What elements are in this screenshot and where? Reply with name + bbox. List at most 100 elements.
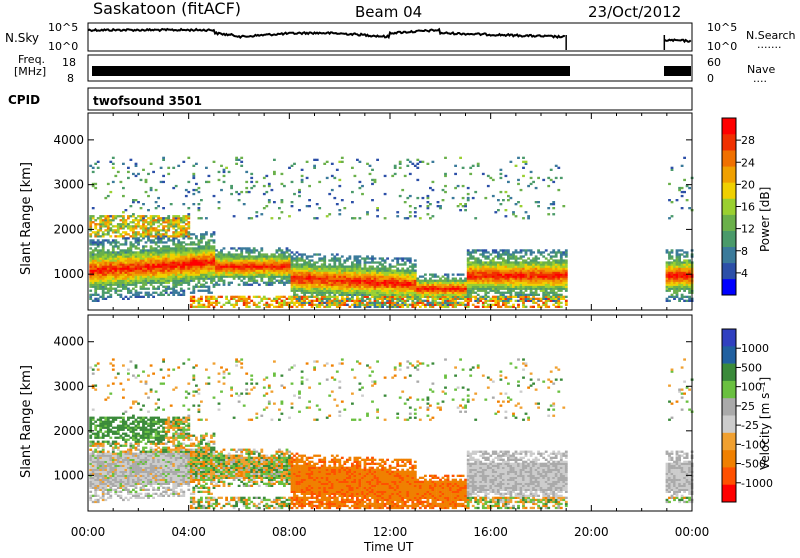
power-cell <box>200 217 203 219</box>
power-cell <box>356 288 359 290</box>
power-cell <box>469 298 472 300</box>
power-cell <box>487 288 490 290</box>
power-cell <box>406 290 409 292</box>
power-cell <box>150 215 153 217</box>
power-cell <box>396 257 399 259</box>
power-cell <box>336 300 339 302</box>
power-cell <box>414 284 417 286</box>
power-cell <box>238 261 241 263</box>
power-cell <box>422 304 425 306</box>
power-cell <box>175 225 178 227</box>
power-cell <box>109 261 112 263</box>
power-cell <box>132 237 135 239</box>
power-cell <box>510 276 513 278</box>
power-cell <box>198 282 201 284</box>
power-cell <box>120 257 123 259</box>
power-cell <box>157 215 160 217</box>
power-cell <box>326 286 329 288</box>
power-cell <box>552 284 555 286</box>
power-cell <box>484 302 487 304</box>
power-cell <box>396 290 399 292</box>
power-cell <box>195 237 198 239</box>
power-cell <box>414 263 417 265</box>
power-cell <box>132 219 135 221</box>
power-cell <box>99 215 102 217</box>
power-cell <box>306 276 309 278</box>
power-cell <box>125 251 128 253</box>
power-cell <box>364 288 367 290</box>
power-cell <box>333 259 336 261</box>
power-cell <box>140 276 143 278</box>
power-cell <box>414 304 417 306</box>
power-cell <box>117 263 120 265</box>
power-cell <box>240 251 243 253</box>
power-cell <box>525 276 528 278</box>
power-cell <box>127 253 130 255</box>
power-cell <box>137 263 140 265</box>
power-cell <box>477 294 480 296</box>
power-cell <box>540 261 543 263</box>
power-cell <box>537 251 540 253</box>
power-cell <box>336 203 339 205</box>
power-cell <box>125 237 128 239</box>
power-cell <box>442 296 445 298</box>
power-cell <box>555 296 558 298</box>
power-cell <box>311 292 314 294</box>
power-cell <box>260 274 263 276</box>
power-cell <box>240 272 243 274</box>
power-cell <box>210 251 213 253</box>
power-cell <box>565 304 568 306</box>
power-cell <box>220 278 223 280</box>
power-cell <box>175 272 178 274</box>
power-cell <box>404 284 407 286</box>
power-cell <box>278 302 281 304</box>
power-cell <box>162 235 165 237</box>
power-cell <box>160 270 163 272</box>
power-cell <box>311 288 314 290</box>
power-cell <box>89 215 92 217</box>
power-cell <box>560 251 563 253</box>
power-cell <box>145 219 148 221</box>
power-cell <box>497 280 500 282</box>
power-cell <box>233 270 236 272</box>
power-cell <box>359 268 362 270</box>
power-cell <box>167 276 170 278</box>
power-cell <box>522 294 525 296</box>
power-cell <box>165 233 168 235</box>
power-cell <box>520 288 523 290</box>
power-cell <box>243 300 246 302</box>
power-cell <box>349 257 352 259</box>
power-cell <box>220 251 223 253</box>
power-cell <box>379 257 382 259</box>
power-cell <box>479 274 482 276</box>
power-cell <box>203 276 206 278</box>
power-cell <box>401 282 404 284</box>
power-cell <box>406 278 409 280</box>
power-cell <box>117 259 120 261</box>
power-cell <box>404 278 407 280</box>
power-cell <box>540 280 543 282</box>
power-cell <box>474 274 477 276</box>
power-cell <box>341 298 344 300</box>
power-cell <box>497 251 500 253</box>
power-cell <box>245 247 248 249</box>
power-cell <box>283 272 286 274</box>
power-cell <box>494 300 497 302</box>
power-cell <box>177 227 180 229</box>
power-cell <box>298 284 301 286</box>
power-cell <box>200 247 203 249</box>
power-cell <box>140 263 143 265</box>
power-cell <box>489 263 492 265</box>
power-cell <box>542 288 545 290</box>
power-cell <box>552 270 555 272</box>
power-cell <box>492 276 495 278</box>
power-cell <box>210 292 213 294</box>
power-cell <box>318 286 321 288</box>
power-cell <box>112 268 115 270</box>
cpid-panel: CPID twofsound 3501 <box>8 88 692 110</box>
power-cell <box>507 298 510 300</box>
power-cell <box>333 197 336 199</box>
power-cell <box>331 274 334 276</box>
power-cell <box>172 288 175 290</box>
power-cell <box>366 288 369 290</box>
